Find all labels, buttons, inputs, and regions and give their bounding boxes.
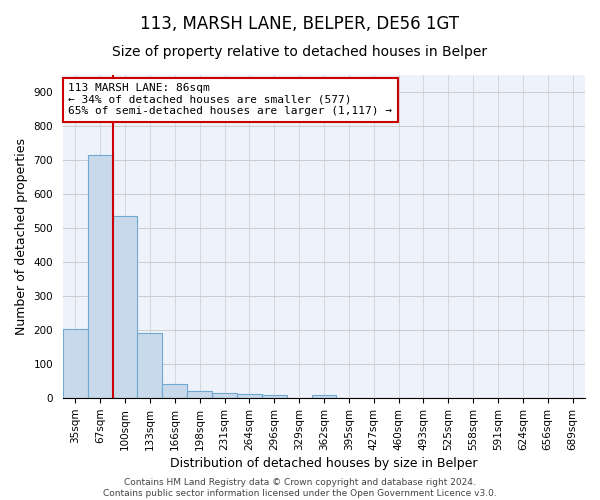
Text: 113 MARSH LANE: 86sqm
← 34% of detached houses are smaller (577)
65% of semi-det: 113 MARSH LANE: 86sqm ← 34% of detached …: [68, 83, 392, 116]
Bar: [137, 332, 163, 398]
Y-axis label: Number of detached properties: Number of detached properties: [15, 138, 28, 335]
Text: 113, MARSH LANE, BELPER, DE56 1GT: 113, MARSH LANE, BELPER, DE56 1GT: [140, 15, 460, 33]
Bar: [262, 395, 287, 398]
Bar: [113, 216, 137, 398]
Bar: [163, 384, 187, 398]
Bar: [237, 394, 262, 398]
Bar: [88, 156, 113, 398]
Text: Size of property relative to detached houses in Belper: Size of property relative to detached ho…: [112, 45, 488, 59]
Text: Contains HM Land Registry data © Crown copyright and database right 2024.
Contai: Contains HM Land Registry data © Crown c…: [103, 478, 497, 498]
Bar: [63, 330, 88, 398]
Bar: [311, 395, 337, 398]
X-axis label: Distribution of detached houses by size in Belper: Distribution of detached houses by size …: [170, 457, 478, 470]
Bar: [187, 392, 212, 398]
Bar: [212, 393, 237, 398]
